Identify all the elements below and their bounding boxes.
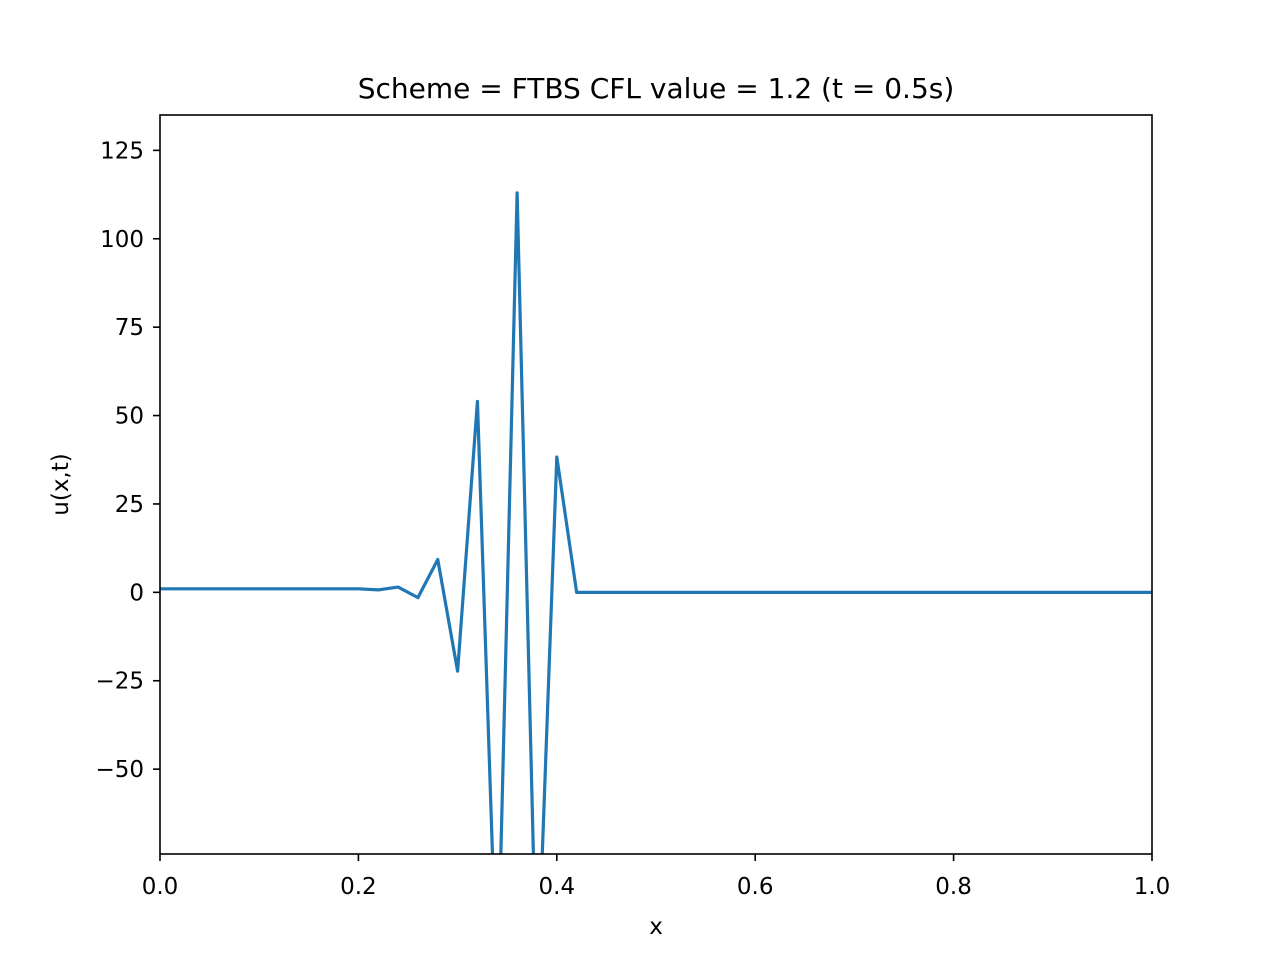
x-tick-label: 0.8 [935,874,972,900]
y-axis-label: u(x,t) [48,453,74,515]
plot-frame [159,114,1153,855]
y-tick-label: 125 [100,138,144,164]
y-tick-label: 50 [115,404,144,430]
y-tick-label: −25 [95,669,144,695]
x-tick-label: 0.2 [340,874,377,900]
y-tick-label: 25 [115,492,144,518]
x-tick-label: 0.0 [142,874,179,900]
x-axis-label: x [649,914,663,940]
chart-title: Scheme = FTBS CFL value = 1.2 (t = 0.5s) [358,72,955,105]
x-tick-label: 0.6 [737,874,774,900]
y-tick-label: 75 [115,315,144,341]
x-ticks: 0.0 0.2 0.4 0.6 0.8 1.0 [142,854,1171,900]
series-line-0 [160,191,1152,854]
y-ticks: 125 100 75 50 25 0 −25 −50 [95,138,160,783]
y-tick-label: 0 [129,580,144,606]
series-layer [160,191,1152,854]
x-tick-label: 0.4 [539,874,576,900]
y-tick-label: −50 [95,757,144,783]
y-tick-label: 100 [100,227,144,253]
x-tick-label: 1.0 [1134,874,1171,900]
